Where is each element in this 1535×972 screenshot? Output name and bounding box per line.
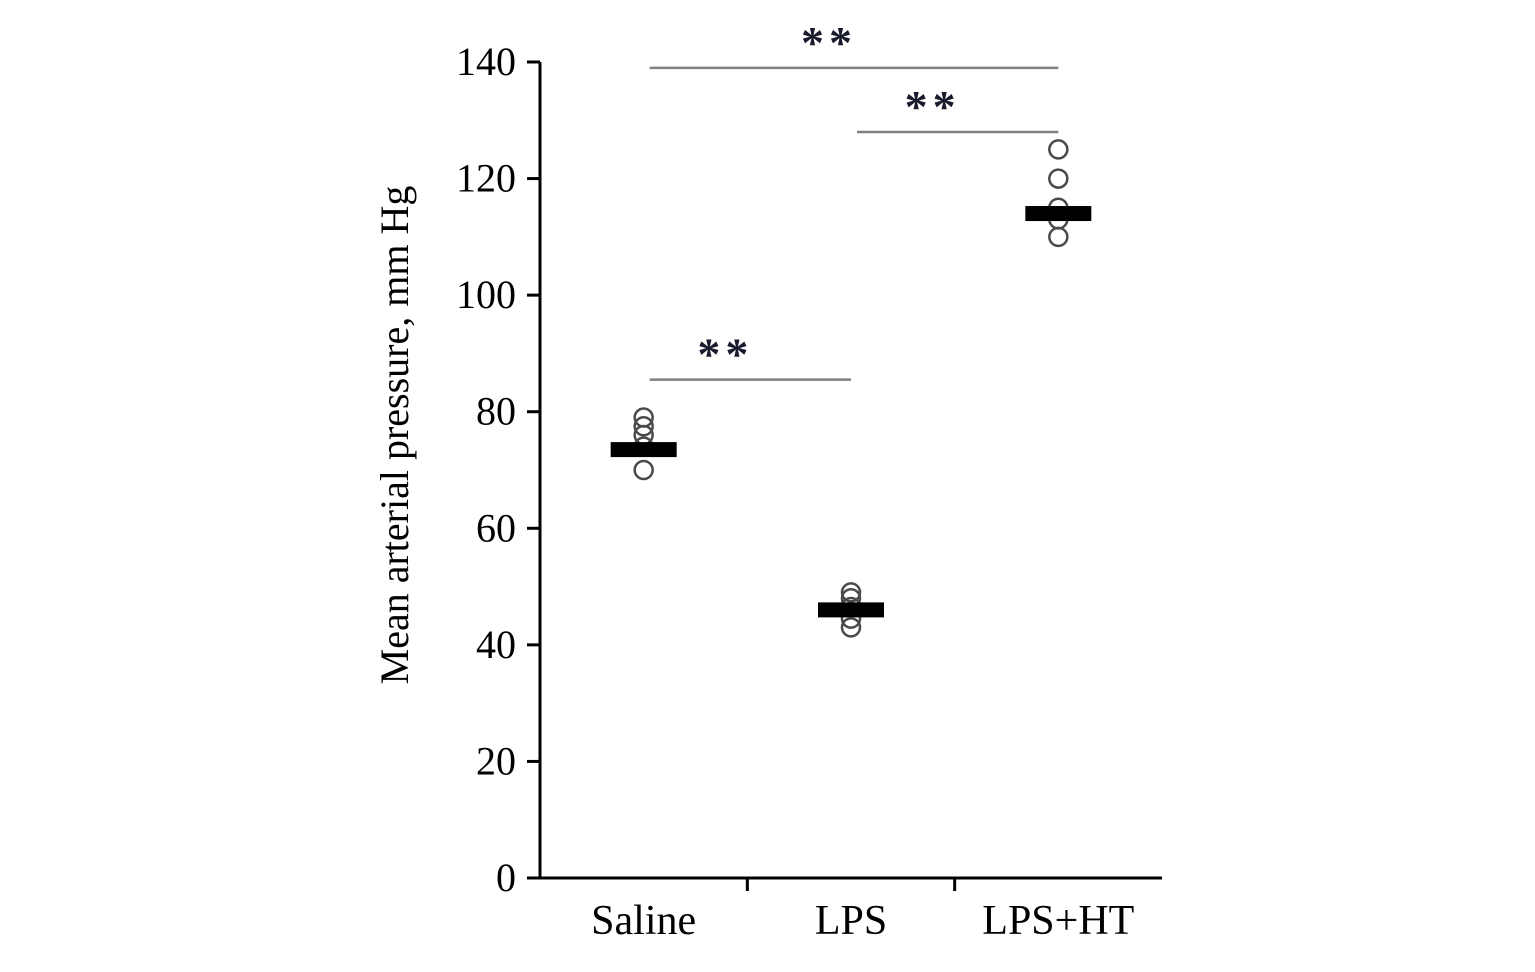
y-tick-label: 140 [456, 39, 516, 84]
y-tick-label: 80 [476, 389, 516, 434]
mean-bar [818, 602, 884, 618]
significance-label: ** [905, 81, 961, 132]
y-tick-label: 0 [496, 855, 516, 900]
mean-bar [610, 442, 677, 458]
y-tick-label: 120 [456, 156, 516, 201]
y-tick-label: 100 [456, 272, 516, 317]
data-point [1048, 168, 1069, 189]
data-point [633, 459, 654, 481]
y-tick-label: 60 [476, 505, 516, 550]
data-point [633, 416, 654, 437]
data-point [840, 582, 862, 603]
y-axis-title: Mean arterial pressure, mm Hg [372, 186, 417, 685]
y-tick-label: 40 [476, 622, 516, 667]
data-point [1048, 139, 1069, 160]
x-category-label: Saline [591, 898, 696, 944]
significance-label: ** [697, 329, 753, 380]
x-category-label: LPS [815, 898, 887, 944]
mean-bar [1025, 206, 1092, 222]
y-tick-label: 20 [476, 738, 516, 783]
x-category-label: LPS+HT [982, 898, 1134, 944]
data-point [1048, 226, 1069, 248]
significance-label: ** [801, 17, 857, 68]
data-point [840, 617, 862, 638]
